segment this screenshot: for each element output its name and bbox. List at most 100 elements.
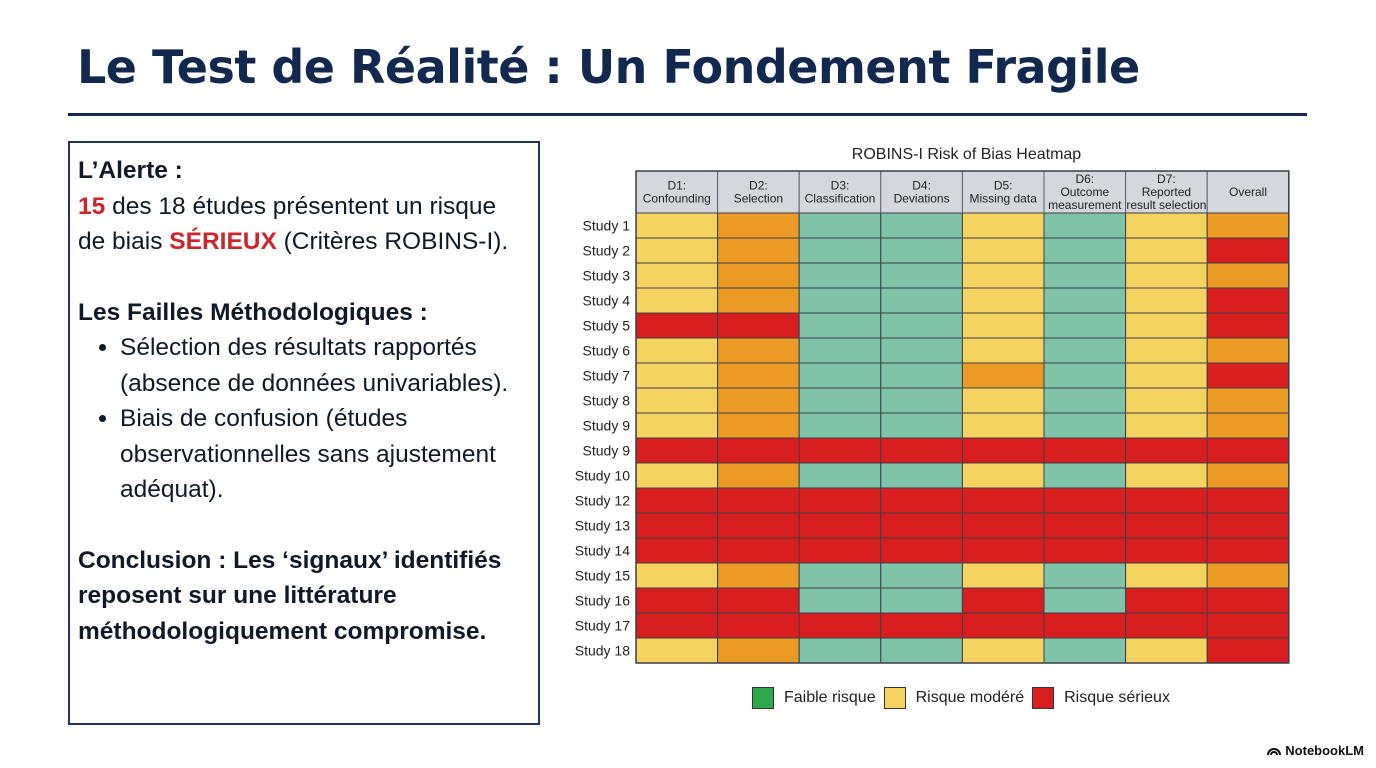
- heatmap-cell: [961, 412, 1045, 439]
- heatmap-cell: [798, 487, 882, 514]
- legend-label-moderate: Risque modéré: [915, 689, 1025, 706]
- heatmap-cell: [880, 612, 963, 639]
- risk-of-bias-heatmap: D1: Confounding D2: Selection D3: Classificat…: [575, 170, 1290, 664]
- row-label: Study 13: [575, 518, 630, 534]
- alert-text-part-2: (Critères ROBINS-I).: [276, 228, 509, 255]
- heatmap-cell: [717, 387, 800, 414]
- findings-panel: L’Alerte : 15 des 18 études présentent u…: [68, 141, 540, 725]
- heatmap-cell: [798, 512, 882, 539]
- heatmap-cell: [1206, 212, 1290, 239]
- column-header-line: D3:: [831, 179, 850, 193]
- heatmap-cell: [880, 637, 963, 664]
- heatmap-cell: [1043, 487, 1127, 514]
- legend-item-low: Faible risque: [752, 687, 876, 709]
- row-label: Study 14: [575, 543, 630, 559]
- heatmap-cell: [1206, 537, 1290, 564]
- heatmap-cell: [961, 462, 1045, 489]
- row-label: Study 10: [575, 468, 630, 484]
- heatmap-cell: [880, 262, 963, 289]
- heatmap-cell: [880, 412, 963, 439]
- heatmap-cell: [880, 487, 963, 514]
- heatmap-cell: [1206, 437, 1290, 464]
- heatmap-cell: [1206, 462, 1290, 489]
- heatmap-cell: [1125, 212, 1208, 239]
- column-header-line: Classification: [805, 192, 876, 206]
- heatmap-cell: [961, 387, 1045, 414]
- heatmap-cell: [798, 362, 882, 389]
- heatmap-cell: [1125, 587, 1208, 614]
- column-header-label: D1: Confounding: [643, 179, 711, 206]
- heatmap-cell: [1206, 412, 1290, 439]
- heatmap-cell: [961, 487, 1045, 514]
- legend-label-serious: Risque sérieux: [1064, 689, 1170, 706]
- heatmap-cell: [717, 562, 800, 589]
- heatmap-cell: [1206, 362, 1290, 389]
- row-label: Study 2: [583, 243, 631, 259]
- column-header-line: D4:: [912, 179, 931, 193]
- notebooklm-branding: NotebookLM: [1267, 743, 1364, 758]
- heatmap-cell: [1125, 537, 1208, 564]
- heatmap-cell: [1125, 412, 1208, 439]
- heatmap-cell: [798, 437, 882, 464]
- heatmap-cell: [880, 337, 963, 364]
- chart-legend: Faible risque Risque modéré Risque série…: [752, 687, 1178, 709]
- heatmap-cell: [1043, 412, 1127, 439]
- heatmap-cell: [717, 312, 800, 339]
- column-header-label: D7: Reported result selection: [1126, 172, 1206, 212]
- heatmap-cell: [1125, 612, 1208, 639]
- row-label: Study 3: [583, 268, 631, 284]
- heatmap-cell: [1125, 287, 1208, 314]
- heatmap-cell: [635, 487, 719, 514]
- heatmap-cell: [717, 612, 800, 639]
- heatmap-cell: [798, 637, 882, 664]
- heatmap-cell: [635, 512, 719, 539]
- heatmap-cell: [880, 362, 963, 389]
- heatmap-cell: [717, 212, 800, 239]
- heatmap-cell: [717, 362, 800, 389]
- heatmap-cell: [798, 537, 882, 564]
- heatmap-cell: [717, 487, 800, 514]
- column-header-label: Overall: [1229, 185, 1267, 199]
- row-label: Study 12: [575, 493, 630, 509]
- flaws-list: Sélection des résultats rapportés (absen…: [78, 330, 530, 508]
- alert-text: 15 des 18 études présentent un risque de…: [78, 189, 530, 260]
- heatmap-cell: [961, 212, 1045, 239]
- heatmap-cell: [961, 237, 1045, 264]
- heatmap-cell: [880, 312, 963, 339]
- heatmap-cell: [798, 387, 882, 414]
- heatmap-cell: [961, 587, 1045, 614]
- heatmap-cell: [798, 237, 882, 264]
- column-header-cell: [1043, 170, 1127, 214]
- heatmap-cell: [635, 462, 719, 489]
- heatmap-cell: [880, 587, 963, 614]
- heatmap-cell: [880, 462, 963, 489]
- heatmap-cell: [1125, 312, 1208, 339]
- heatmap-cell: [880, 287, 963, 314]
- heatmap-cell: [1043, 637, 1127, 664]
- heatmap-cell: [717, 262, 800, 289]
- heatmap-cell: [1206, 562, 1290, 589]
- column-header-line: result selection: [1126, 198, 1206, 212]
- heatmap-cell: [961, 262, 1045, 289]
- heatmap-cell: [717, 587, 800, 614]
- heatmap-cell: [1206, 337, 1290, 364]
- heatmap-cell: [1043, 587, 1127, 614]
- heatmap-cell: [798, 562, 882, 589]
- heatmap-cell: [880, 537, 963, 564]
- column-header-line: Selection: [734, 192, 783, 206]
- heatmap-border: [635, 170, 1290, 664]
- heatmap-cell: [1043, 362, 1127, 389]
- heatmap-cell: [717, 337, 800, 364]
- heatmap-cell: [1206, 262, 1290, 289]
- heatmap-cell: [1043, 537, 1127, 564]
- heatmap-cell: [1043, 562, 1127, 589]
- title-divider: [68, 113, 1307, 116]
- heatmap-cell: [880, 562, 963, 589]
- alert-serious-word: SÉRIEUX: [169, 228, 277, 255]
- heatmap-cell: [1125, 637, 1208, 664]
- heatmap-cell: [1206, 637, 1290, 664]
- heatmap-cell: [798, 212, 882, 239]
- row-label: Study 18: [575, 643, 630, 659]
- heatmap-cell: [1206, 387, 1290, 414]
- alert-text-part-1: des 18 études présentent un risque de bi…: [78, 192, 497, 256]
